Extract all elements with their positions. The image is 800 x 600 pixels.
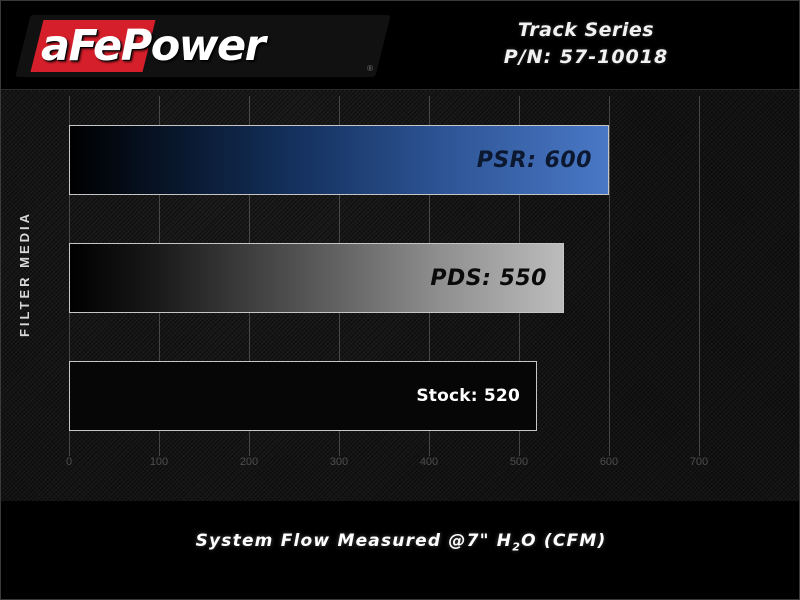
x-tick-label: 200 <box>239 456 259 468</box>
bar-label-psr: PSR: 600 <box>476 147 592 173</box>
x-tick-label: 300 <box>329 456 349 468</box>
y-axis-label: FILTER MEDIA <box>17 211 32 338</box>
logo-text-afe: aFe <box>41 21 122 71</box>
x-tick-label: 500 <box>509 456 529 468</box>
caption-pre: System Flow Measured @7" H <box>195 531 513 551</box>
bar-psr: PSR: 600 <box>69 125 609 195</box>
bar-stock: Stock: 520 <box>69 361 537 431</box>
header-title-block: Track Series P/N: 57-10018 <box>421 17 751 71</box>
logo-wordmark: aFe Power <box>23 15 383 77</box>
logo-text-power: Power <box>120 21 266 71</box>
header-band: aFe Power ® Track Series P/N: 57-10018 <box>1 1 799 90</box>
bar-label-pds: PDS: 550 <box>430 265 547 291</box>
gridline <box>699 96 700 456</box>
x-tick-label: 100 <box>149 456 169 468</box>
registered-trademark-icon: ® <box>367 64 373 73</box>
bar-label-stock: Stock: 520 <box>416 386 520 406</box>
footer-caption: System Flow Measured @7" H2O (CFM) <box>1 531 799 554</box>
footer-band: System Flow Measured @7" H2O (CFM) <box>1 501 799 599</box>
series-name: Track Series <box>517 19 655 41</box>
gridline <box>609 96 610 456</box>
x-tick-label: 600 <box>599 456 619 468</box>
caption-subscript: 2 <box>512 540 522 554</box>
afe-power-logo: aFe Power ® <box>15 15 391 77</box>
bar-pds: PDS: 550 <box>69 243 564 313</box>
caption-post: O (CFM) <box>521 531 607 551</box>
part-number: P/N: 57-10018 <box>503 46 669 68</box>
x-tick-label: 0 <box>65 456 73 468</box>
x-axis: 0 100 200 300 400 500 600 700 <box>1 456 799 480</box>
x-tick-label: 400 <box>419 456 439 468</box>
x-tick-label: 700 <box>689 456 709 468</box>
